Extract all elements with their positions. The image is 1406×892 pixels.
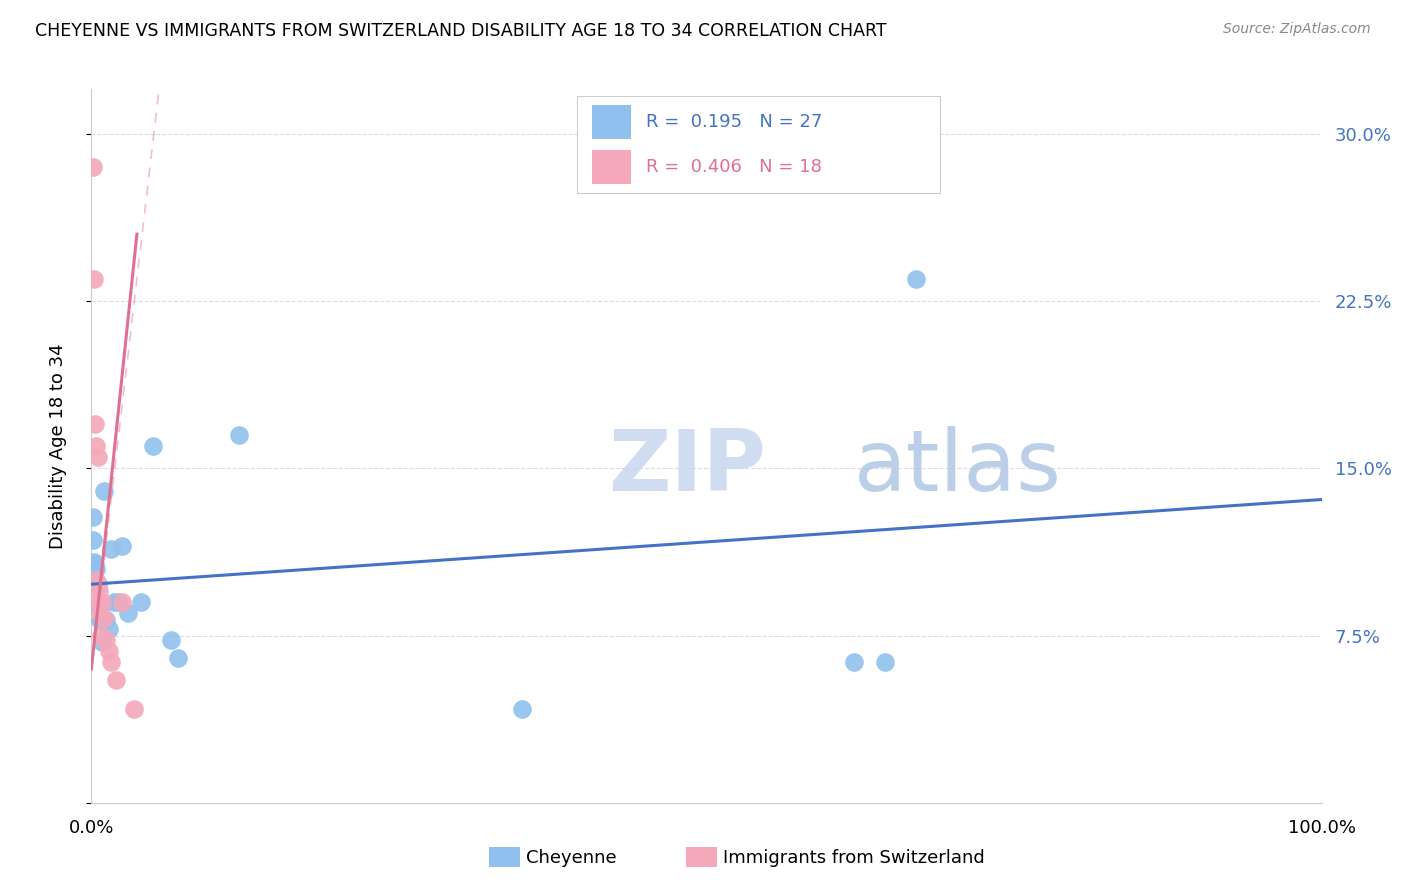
Point: [84, 417, 107, 431]
Point: [124, 702, 146, 716]
Point: [100, 655, 122, 669]
Point: [90, 613, 112, 627]
Point: [105, 673, 127, 687]
Point: [842, 655, 865, 669]
Point: [87, 583, 110, 598]
Text: Cheyenne: Cheyenne: [526, 849, 616, 867]
Point: [86, 577, 108, 591]
Point: [86, 439, 108, 453]
Bar: [592, 150, 631, 184]
Point: [87, 595, 110, 609]
Point: [96, 633, 117, 648]
Point: [86, 562, 108, 576]
Point: [86, 573, 108, 587]
Point: [103, 595, 125, 609]
Point: [83, 555, 105, 569]
Point: [166, 651, 188, 665]
Point: [228, 427, 250, 442]
Point: [97, 622, 120, 636]
Point: [83, 271, 105, 285]
Point: [107, 595, 129, 609]
Point: [111, 539, 134, 553]
Text: ZIP: ZIP: [607, 425, 766, 509]
Point: [160, 633, 183, 648]
Point: [82, 533, 104, 547]
Point: [96, 613, 117, 627]
Point: [82, 161, 104, 175]
Point: [89, 607, 111, 621]
Point: [873, 655, 896, 669]
Point: [111, 595, 134, 609]
Point: [904, 271, 927, 285]
Point: [510, 702, 533, 716]
Text: atlas: atlas: [853, 425, 1062, 509]
Point: [100, 541, 122, 556]
Point: [87, 599, 110, 614]
Point: [142, 439, 165, 453]
Text: R =  0.406   N = 18: R = 0.406 N = 18: [647, 158, 823, 176]
Text: Source: ZipAtlas.com: Source: ZipAtlas.com: [1223, 22, 1371, 37]
Y-axis label: Disability Age 18 to 34: Disability Age 18 to 34: [49, 343, 67, 549]
Point: [90, 628, 112, 642]
Point: [86, 450, 108, 465]
Text: R =  0.195   N = 27: R = 0.195 N = 27: [647, 113, 823, 131]
Point: [84, 557, 107, 572]
FancyBboxPatch shape: [578, 96, 941, 193]
Bar: [592, 105, 631, 139]
Point: [97, 644, 120, 658]
Point: [93, 483, 115, 498]
Point: [129, 595, 152, 609]
Point: [117, 607, 139, 621]
Point: [82, 510, 104, 524]
Text: CHEYENNE VS IMMIGRANTS FROM SWITZERLAND DISABILITY AGE 18 TO 34 CORRELATION CHAR: CHEYENNE VS IMMIGRANTS FROM SWITZERLAND …: [35, 22, 887, 40]
Point: [91, 595, 114, 609]
Point: [91, 635, 114, 649]
Point: [93, 610, 115, 624]
Point: [89, 613, 111, 627]
Text: Immigrants from Switzerland: Immigrants from Switzerland: [723, 849, 984, 867]
